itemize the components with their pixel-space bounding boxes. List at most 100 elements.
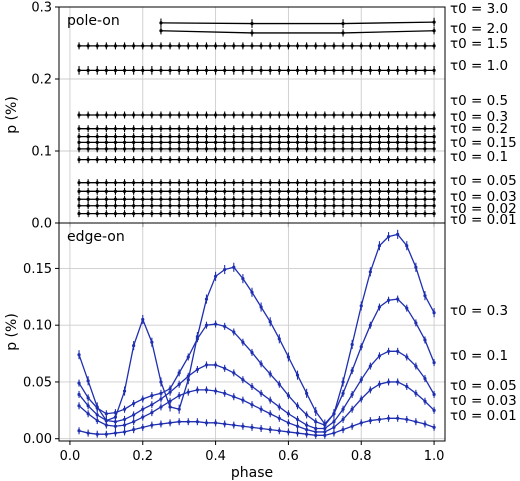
data-point [150, 204, 154, 208]
data-point [195, 181, 199, 185]
data-point [405, 44, 409, 48]
data-point [386, 235, 391, 239]
data-point [423, 135, 427, 139]
data-point [168, 68, 172, 72]
data-point [350, 127, 354, 131]
series-line [78, 417, 435, 436]
data-point [305, 44, 309, 48]
data-point [386, 197, 391, 201]
data-point [113, 140, 118, 144]
series-label: τ0 = 0.3 [450, 303, 508, 319]
data-point [159, 21, 163, 25]
data-point [432, 408, 436, 412]
data-point [77, 197, 81, 201]
data-point [122, 44, 127, 48]
data-point [223, 197, 227, 201]
data-point [286, 204, 291, 208]
data-point [177, 44, 181, 48]
data-point [405, 135, 409, 139]
data-point [177, 420, 181, 424]
data-point [386, 158, 391, 162]
data-point [295, 181, 300, 185]
data-point [159, 140, 163, 144]
data-point [150, 158, 154, 162]
data-point [259, 181, 263, 185]
data-point [250, 147, 254, 151]
data-point [286, 421, 291, 425]
data-point [241, 44, 245, 48]
data-point [150, 44, 154, 48]
data-point [86, 396, 90, 400]
data-point [286, 197, 291, 201]
data-point [314, 147, 318, 151]
data-point [350, 424, 354, 428]
data-point [423, 189, 427, 193]
data-point [386, 298, 391, 302]
series [77, 378, 436, 436]
data-point [95, 140, 99, 144]
data-point [323, 44, 327, 48]
data-point [241, 424, 245, 428]
data-point [159, 68, 163, 72]
data-point [141, 415, 145, 419]
data-point [277, 68, 281, 72]
series-label: τ0 = 0.01 [450, 212, 517, 228]
data-point [396, 113, 400, 117]
data-point [113, 204, 118, 208]
data-point [213, 127, 218, 131]
data-point [295, 158, 300, 162]
series [77, 125, 436, 133]
data-point [396, 349, 400, 353]
series-label: τ0 = 0.05 [450, 173, 517, 189]
data-point [286, 127, 291, 131]
data-point [295, 68, 300, 72]
data-point [341, 140, 345, 144]
data-point [432, 68, 436, 72]
data-point [250, 44, 254, 48]
data-point [414, 68, 418, 72]
data-point [159, 405, 163, 409]
data-point [132, 140, 136, 144]
data-point [195, 420, 199, 424]
data-point [432, 29, 436, 33]
data-point [150, 147, 154, 151]
data-point [377, 244, 382, 248]
data-point [104, 423, 108, 427]
data-point [132, 212, 136, 216]
data-point [195, 113, 199, 117]
data-point [277, 147, 281, 151]
data-point [323, 197, 327, 201]
data-point [104, 412, 108, 416]
panel-label: pole-on [67, 13, 120, 29]
data-point [277, 197, 281, 201]
data-point [141, 397, 145, 401]
data-point [104, 44, 108, 48]
data-point [268, 135, 272, 139]
data-point [141, 140, 145, 144]
data-point [405, 189, 409, 193]
data-point [177, 212, 181, 216]
data-point [241, 189, 245, 193]
data-point [168, 158, 172, 162]
data-point [323, 158, 327, 162]
data-point [396, 135, 400, 139]
data-point [159, 204, 163, 208]
data-point [341, 407, 345, 411]
data-point [104, 113, 108, 117]
data-point [259, 426, 263, 431]
data-point [232, 371, 236, 375]
data-point [159, 113, 163, 117]
data-point [305, 68, 309, 72]
data-point [432, 197, 436, 201]
data-point [368, 418, 372, 423]
data-point [396, 158, 400, 162]
data-point [213, 322, 218, 326]
data-point [414, 147, 418, 151]
data-point [95, 432, 99, 436]
series-label: τ0 = 1.0 [450, 58, 508, 74]
data-point [268, 398, 272, 402]
data-point [195, 135, 199, 139]
data-point [168, 405, 172, 409]
data-point [423, 158, 427, 162]
data-point [186, 127, 190, 131]
